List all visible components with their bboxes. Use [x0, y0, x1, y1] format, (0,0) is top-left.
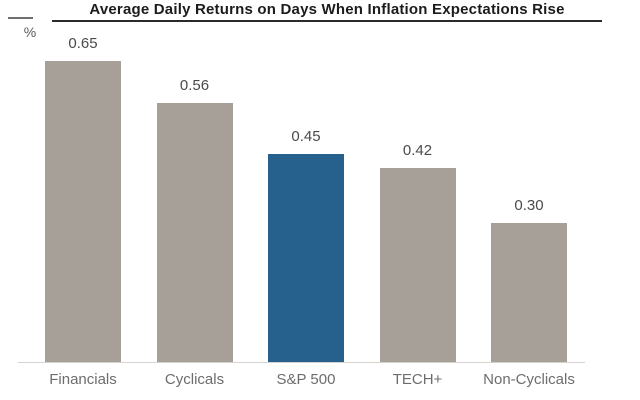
- bar: [45, 61, 121, 362]
- chart-title-band: Average Daily Returns on Days When Infla…: [52, 1, 602, 22]
- bar-value-label: 0.56: [179, 77, 210, 94]
- bar-group-cyclicals: 0.56 Cyclicals: [156, 0, 233, 400]
- x-axis-category-label: TECH+: [392, 371, 443, 388]
- bar: [156, 103, 233, 362]
- bar: [379, 168, 456, 362]
- bar-group-tech-: 0.42 TECH+: [379, 0, 456, 400]
- bar-value-label: 0.65: [68, 35, 98, 52]
- bar-value-label: 0.30: [514, 197, 544, 214]
- bar-group-non-cyclicals: 0.30 Non-Cyclicals: [483, 0, 575, 400]
- x-axis-category-label: Cyclicals: [164, 371, 225, 388]
- top-left-rule: [8, 17, 33, 19]
- x-axis-category-label: Non-Cyclicals: [483, 371, 575, 388]
- bar: [268, 154, 344, 362]
- x-axis-category-label: Financials: [49, 371, 117, 388]
- bar-value-label: 0.45: [291, 128, 321, 145]
- chart-title: Average Daily Returns on Days When Infla…: [89, 1, 565, 18]
- bar-group-financials: 0.65 Financials: [45, 0, 121, 400]
- bar-value-label: 0.42: [402, 142, 433, 159]
- bar: [491, 223, 567, 362]
- x-axis-line: [18, 362, 585, 363]
- x-axis-category-label: S&P 500: [276, 371, 336, 388]
- y-axis-unit-label: %: [23, 24, 37, 40]
- bar-group-s-p-500: 0.45 S&P 500: [268, 0, 344, 400]
